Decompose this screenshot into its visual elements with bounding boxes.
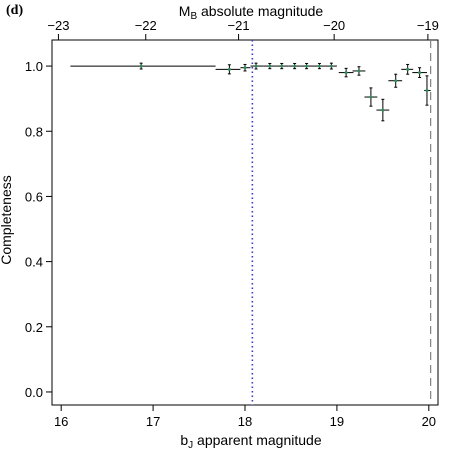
y-tick-label: 0.0 bbox=[25, 385, 43, 400]
y-tick-label: 1.0 bbox=[25, 59, 43, 74]
y-tick-label: 0.6 bbox=[25, 189, 43, 204]
y-tick-label: 0.2 bbox=[25, 320, 43, 335]
data-point bbox=[243, 66, 247, 70]
x-tick-label: 20 bbox=[422, 414, 436, 429]
data-point bbox=[344, 71, 348, 75]
panel-tag: (d) bbox=[6, 3, 23, 18]
data-point bbox=[293, 64, 297, 68]
top-tick-label: −21 bbox=[228, 18, 250, 33]
data-point bbox=[418, 71, 422, 75]
top-tick-label: −20 bbox=[323, 18, 345, 33]
data-point bbox=[139, 64, 143, 68]
x-axis-title: bJ apparent magnitude bbox=[180, 432, 321, 450]
top-axis-title: MB absolute magnitude bbox=[179, 3, 324, 22]
x-tick-label: 17 bbox=[146, 414, 160, 429]
data-point bbox=[357, 69, 361, 73]
data-point bbox=[280, 64, 284, 68]
data-point bbox=[369, 95, 373, 99]
x-tick-label: 18 bbox=[238, 414, 252, 429]
plot-area: 16 17 18 19 20 0.0 0.2 0.4 0.6 0.8 1.0 −23 −22 −21 −20… bbox=[25, 18, 439, 429]
x-tick-label: 16 bbox=[54, 414, 68, 429]
data-point bbox=[394, 79, 398, 83]
data-point bbox=[329, 64, 333, 68]
data-point bbox=[406, 67, 410, 71]
plot-frame bbox=[51, 39, 439, 406]
top-tick-label: −22 bbox=[135, 18, 157, 33]
y-tick-label: 0.8 bbox=[25, 124, 43, 139]
data-point bbox=[425, 89, 429, 93]
data-point bbox=[268, 64, 272, 68]
data-point bbox=[254, 64, 258, 68]
data-point bbox=[381, 108, 385, 112]
data-point bbox=[305, 64, 309, 68]
data-point bbox=[317, 64, 321, 68]
data-point bbox=[227, 67, 231, 71]
y-axis-title: Completeness bbox=[0, 175, 14, 265]
x-tick-label: 19 bbox=[330, 414, 344, 429]
top-tick-label: −19 bbox=[417, 18, 439, 33]
top-tick-label: −23 bbox=[47, 18, 69, 33]
y-tick-label: 0.4 bbox=[25, 255, 43, 270]
